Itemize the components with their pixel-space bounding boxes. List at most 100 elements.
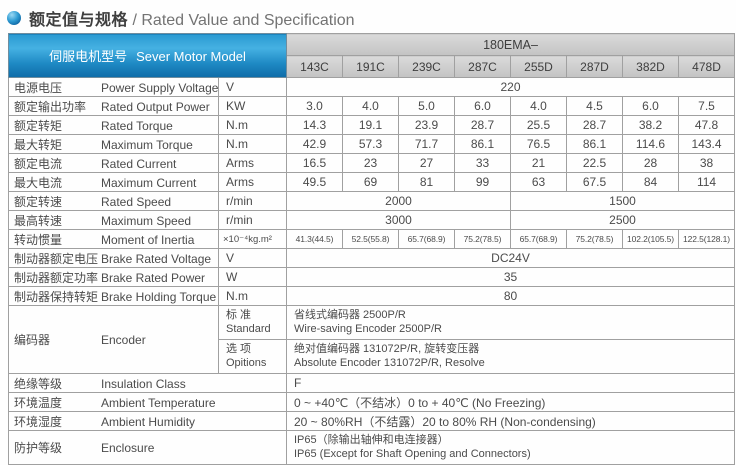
table-row-rated-current: 额定电流 Rated Current Arms 16.5 23 27 33 21 … [8,153,736,173]
label-en: Maximum Speed [101,213,192,228]
spec-value: 2500 [509,210,736,230]
spec-label: 制动器额定功率 Brake Rated Power [8,267,219,287]
label-zh: 编码器 [14,333,51,347]
spec-value: 57.3 [342,134,399,154]
spec-value: 63 [510,172,567,192]
spec-value: 41.3(44.5) [286,229,343,249]
label-zh: 绝缘等级 [14,376,63,391]
spec-unit: Arms [218,172,287,192]
spec-value: 122.5(128.1) [677,229,736,249]
spec-unit: ×10⁻⁴kg.m² [218,229,287,249]
spec-table: 伺服电机型号 Sever Motor Model 180EMA– 143C 191… [8,33,736,465]
spec-value: 4.0 [342,96,399,116]
label-zh: 额定电流 [14,156,63,171]
encoder-standard-line1: 省线式编码器 2500P/R [294,309,406,322]
model-cell: 191C [342,55,399,78]
table-row-ambient-temperature: 环境温度 Ambient Temperature 0 ~ +40℃（不结冰）0 t… [8,392,736,412]
spec-label: 额定输出功率 Rated Output Power [8,96,219,116]
encoder-options-line2: Absolute Encoder 131072P/R, Resolve [294,356,485,369]
encoder-options-en: Opitions [226,356,267,369]
encoder-options-zh: 选 项 [226,343,252,356]
table-row-maximum-current: 最大电流 Maximum Current Arms 49.5 69 81 99 6… [8,172,736,192]
label-zh: 电源电压 [14,80,63,95]
blue-sphere-icon [7,10,21,25]
spec-unit: N.m [218,115,287,135]
spec-value: 7.5 [677,96,736,116]
table-row-brake-rated-power: 制动器额定功率 Brake Rated Power W 35 [8,267,736,287]
label-zh: 额定转矩 [14,118,63,133]
label-zh: 制动器额定电压 [14,251,99,266]
model-cell: 287C [454,55,511,78]
label-en: Ambient Humidity [101,414,196,429]
table-row-moment-of-inertia: 转动惯量 Moment of Inertia ×10⁻⁴kg.m² 41.3(44… [8,229,736,249]
enclosure-line1: IP65（除输出轴伸和电连接器） [294,434,449,447]
spec-value: 220 [285,77,736,97]
spec-value: 0 ~ +40℃（不结冰）0 to + 40℃ (No Freezing) [285,392,736,412]
label-en: Brake Holding Torque [101,289,217,304]
table-row-enclosure: 防护等级 Enclosure IP65（除输出轴伸和电连接器） IP65 (Exce… [8,430,736,465]
spec-value: 67.5 [566,172,623,192]
spec-value: 6.0 [454,96,511,116]
spec-label: 最大转矩 Maximum Torque [8,134,219,154]
model-cell: 382D [622,55,679,78]
spec-value: 42.9 [286,134,343,154]
enclosure-line2: IP65 (Except for Shaft Opening and Conne… [294,447,531,460]
label-en: Moment of Inertia [101,232,195,247]
table-row-encoder-standard: 编码器 Encoder 标 准 Standard 省线式编码器 2500P/R Wir… [8,305,736,374]
spec-value: 3.0 [286,96,343,116]
page-title-zh: 额定值与规格 [29,11,129,29]
spec-value: 22.5 [566,153,623,173]
model-cell: 478D [677,55,736,78]
spec-unit: N.m [218,134,287,154]
spec-label: 绝缘等级 Insulation Class [8,373,287,393]
table-row-rated-output-power: 额定输出功率 Rated Output Power KW 3.0 4.0 5.0 … [8,96,736,116]
label-en: Rated Current [101,156,177,171]
label-zh: 环境湿度 [14,414,63,429]
model-cell: 143C [286,55,343,78]
label-zh: 最大电流 [14,175,63,190]
label-en: Rated Output Power [101,99,210,114]
spec-label: 制动器额定电压 Brake Rated Voltage [8,248,219,268]
spec-label: 制动器保持转矩 Brake Holding Torque [8,286,219,306]
table-row-rated-speed: 额定转速 Rated Speed r/min 2000 1500 [8,191,736,211]
table-row-power-supply-voltage: 电源电压 Power Supply Voltage V 220 [8,77,736,97]
spec-value: 65.7(68.9) [510,229,567,249]
spec-value: 84 [622,172,679,192]
spec-label: 最高转速 Maximum Speed [8,210,219,230]
spec-label: 环境温度 Ambient Temperature [8,392,287,412]
label-zh: 额定输出功率 [14,99,87,114]
label-zh: 额定转速 [14,194,63,209]
table-row-insulation-class: 绝缘等级 Insulation Class F [8,373,736,393]
spec-value: 16.5 [286,153,343,173]
table-row-brake-holding-torque: 制动器保持转矩 Brake Holding Torque N.m 80 [8,286,736,306]
encoder-standard-line2: Wire-saving Encoder 2500P/R [294,322,442,335]
encoder-standard-unit: 标 准 Standard [218,305,287,340]
spec-value: 19.1 [342,115,399,135]
spec-value: 3000 [286,210,511,230]
table-row-encoder-options: 选 项 Opitions 绝对值编码器 131072P/R, 旋转变压器 Absol… [9,339,736,374]
spec-value: 21 [510,153,567,173]
spec-value: 81 [398,172,455,192]
label-en: Enclosure [101,441,155,455]
spec-value: 75.2(78.5) [454,229,511,249]
label-zh: 制动器额定功率 [14,270,99,285]
label-zh: 制动器保持转矩 [14,289,99,304]
model-header-row: 143C 191C 239C 287C 255D 287D 382D 478D [9,55,736,78]
spec-value: 65.7(68.9) [398,229,455,249]
model-header-en: Sever Motor Model [136,49,246,64]
spec-unit: V [218,248,287,268]
series-header-cell: 180EMA– [285,33,736,56]
spec-value: 23.9 [398,115,455,135]
encoder-options-value: 绝对值编码器 131072P/R, 旋转变压器 Absolute Encoder … [285,339,736,374]
table-row-brake-rated-voltage: 制动器额定电压 Brake Rated Voltage V DC24V [8,248,736,268]
label-en: Brake Rated Power [101,270,206,285]
label-zh: 最高转速 [14,213,63,228]
spec-unit: r/min [218,210,287,230]
spec-value: 28.7 [454,115,511,135]
spec-value: 86.1 [454,134,511,154]
spec-value: 2000 [286,191,511,211]
label-en: Rated Speed [101,194,172,209]
spec-unit: Arms [218,153,287,173]
spec-value: 4.0 [510,96,567,116]
spec-value: 114 [677,172,736,192]
